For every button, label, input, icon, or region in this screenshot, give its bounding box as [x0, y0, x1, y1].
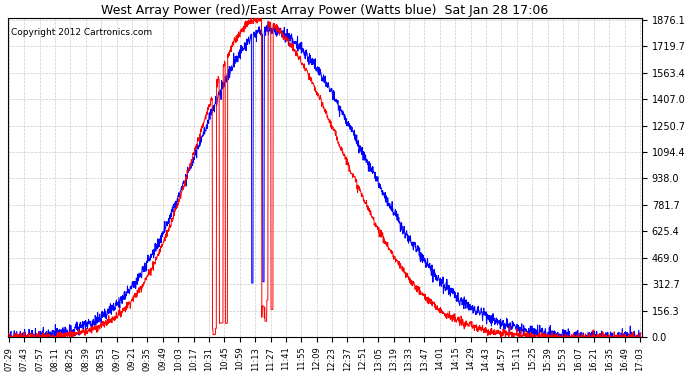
Title: West Array Power (red)/East Array Power (Watts blue)  Sat Jan 28 17:06: West Array Power (red)/East Array Power … — [101, 4, 549, 17]
Text: Copyright 2012 Cartronics.com: Copyright 2012 Cartronics.com — [11, 28, 152, 37]
